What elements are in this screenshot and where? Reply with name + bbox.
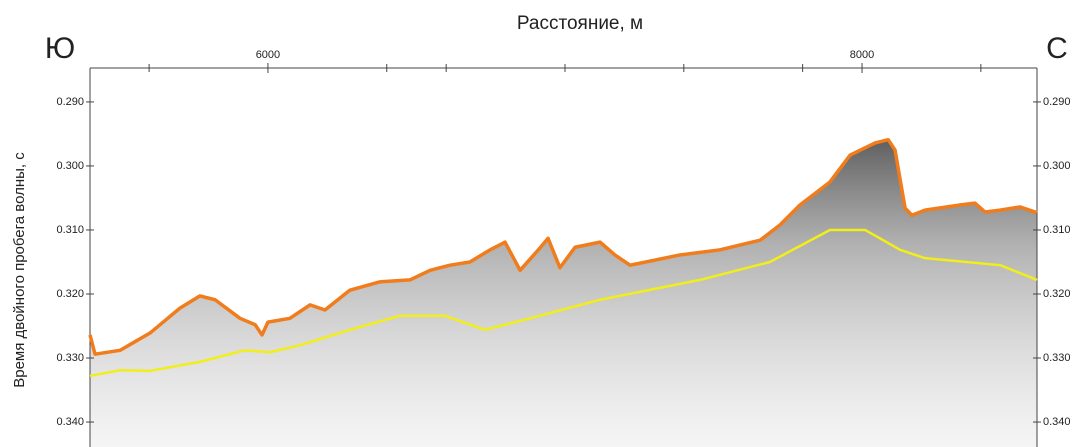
seismic-area <box>90 140 1037 447</box>
y-tick-label: 0.320 <box>1043 288 1071 300</box>
chart-title: Расстояние, м <box>517 13 643 34</box>
chart: Расстояние, м Ю С Время двойного пробега… <box>0 0 1080 447</box>
y-tick-label: 0.300 <box>1043 160 1071 172</box>
y-tick-label: 0.320 <box>56 288 84 300</box>
y-tick-label: 0.310 <box>56 224 84 236</box>
annotation: С <box>1046 32 1068 65</box>
y-tick-label: 0.340 <box>56 416 84 428</box>
annotation: Ю <box>45 32 75 65</box>
y-axis-label: Время двойного пробега волны, с <box>11 152 28 388</box>
y-tick-label: 0.330 <box>56 352 84 364</box>
y-tick-label: 0.340 <box>1043 416 1071 428</box>
y-tick-label: 0.310 <box>1043 224 1071 236</box>
x-tick-label: 6000 <box>256 49 280 61</box>
y-tick-label: 0.290 <box>56 96 84 108</box>
y-tick-label: 0.300 <box>56 160 84 172</box>
x-tick-label: 8000 <box>850 49 874 61</box>
y-tick-label: 0.330 <box>1043 352 1071 364</box>
y-tick-label: 0.290 <box>1043 96 1071 108</box>
